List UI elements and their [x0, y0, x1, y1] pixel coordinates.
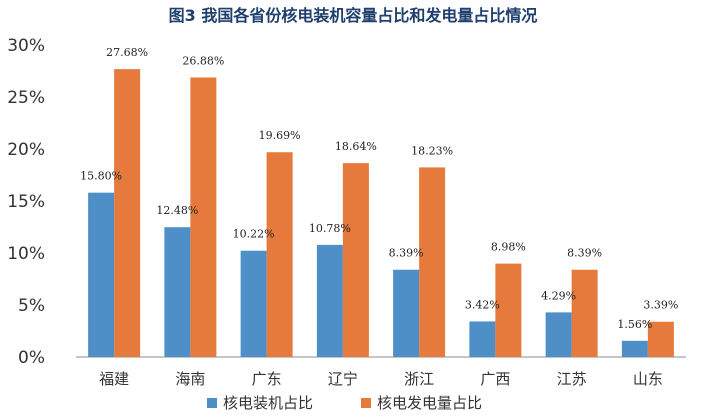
data-labels-group: 15.80% 27.68% 12.48% 26.88% 10.22% 19.69% 10.7… [80, 46, 678, 331]
bar-generation-5 [495, 263, 522, 357]
y-tick-label: 15% [7, 192, 45, 212]
bar-capacity-0 [88, 192, 115, 357]
data-label: 10.78% [309, 222, 351, 235]
y-tick-label: 25% [7, 88, 45, 108]
data-label: 18.23% [411, 144, 453, 157]
y-tick-label: 0% [18, 348, 45, 368]
data-label: 10.22% [233, 228, 275, 241]
data-label: 4.29% [541, 289, 576, 302]
y-tick-label: 20% [7, 140, 45, 160]
y-tick-label: 5% [18, 296, 45, 316]
data-label: 3.39% [643, 299, 678, 312]
data-label: 19.69% [259, 129, 301, 142]
chart-title: 图3 我国各省份核电装机容量占比和发电量占比情况 [169, 6, 538, 25]
legend-swatch [207, 398, 217, 408]
bar-generation-1 [190, 77, 217, 357]
data-label: 3.42% [465, 298, 500, 311]
x-tick-label: 辽宁 [328, 370, 358, 388]
bar-capacity-7 [621, 340, 648, 357]
bar-capacity-6 [545, 312, 572, 357]
data-label: 1.56% [617, 318, 652, 331]
legend-label: 核电发电量占比 [377, 394, 482, 412]
legend-label: 核电装机占比 [223, 394, 313, 412]
x-tick-label: 广西 [480, 370, 510, 388]
bar-capacity-5 [469, 321, 496, 357]
y-axis: 0% 5% 10% 15% 20% 25% 30% [7, 36, 45, 368]
data-label: 8.39% [389, 247, 424, 260]
bar-series-group [88, 69, 674, 358]
x-tick-label: 海南 [175, 370, 205, 388]
bar-capacity-1 [164, 227, 191, 357]
y-tick-label: 30% [7, 36, 45, 56]
x-tick-label: 浙江 [404, 370, 434, 388]
bar-generation-2 [266, 152, 293, 357]
x-axis: 福建 海南 广东 辽宁 浙江 广西 江苏 山东 [76, 356, 686, 388]
bar-generation-4 [419, 167, 446, 357]
bar-capacity-2 [240, 250, 267, 357]
bar-capacity-3 [316, 244, 343, 357]
data-label: 12.48% [156, 204, 198, 217]
x-tick-label: 江苏 [557, 370, 587, 388]
bar-generation-7 [647, 321, 674, 357]
data-label: 8.98% [491, 241, 526, 254]
legend-swatch [361, 398, 371, 408]
bar-generation-3 [342, 163, 369, 357]
x-tick-label: 山东 [633, 370, 663, 388]
y-tick-label: 10% [7, 244, 45, 264]
data-label: 26.88% [182, 54, 224, 67]
bar-capacity-4 [393, 269, 420, 357]
legend: 核电装机占比 核电发电量占比 [207, 394, 482, 412]
data-label: 15.80% [80, 170, 122, 183]
x-tick-label: 福建 [99, 370, 129, 388]
data-label: 18.64% [335, 140, 377, 153]
x-tick-label: 广东 [252, 370, 282, 388]
bar-generation-6 [571, 269, 598, 357]
bar-generation-0 [114, 69, 141, 358]
data-label: 8.39% [567, 247, 602, 260]
data-label: 27.68% [106, 46, 148, 59]
